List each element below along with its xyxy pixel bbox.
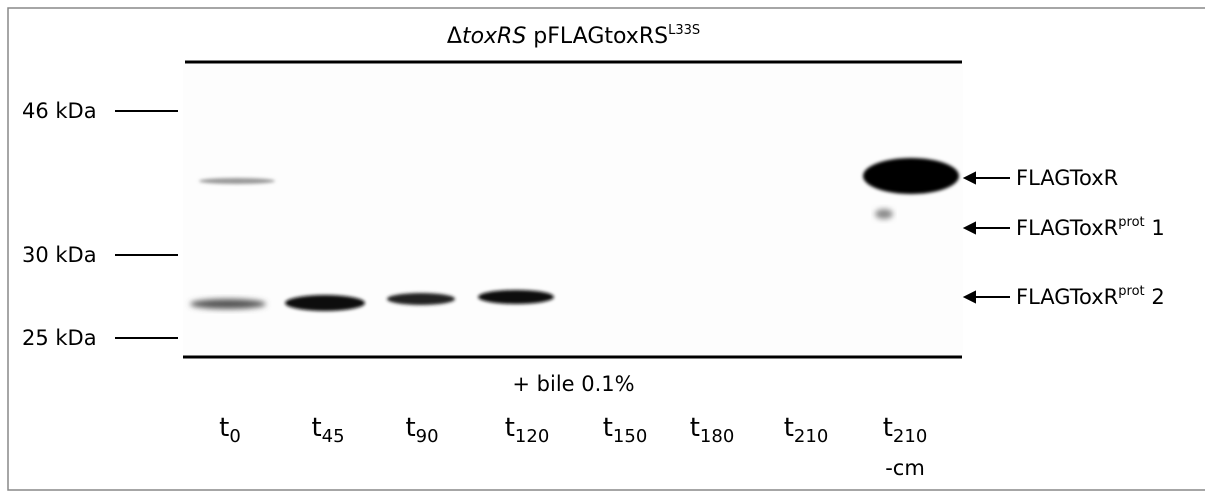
- band-label-suffix: 1: [1151, 216, 1164, 240]
- band-label: FLAGToxR: [1016, 168, 1118, 189]
- title-sup: L33S: [668, 23, 700, 38]
- lane-sub: 45: [322, 426, 345, 447]
- lane-sub: 180: [700, 426, 734, 447]
- title-prefix: Δ: [447, 24, 462, 49]
- band-label: FLAGToxRprot 1: [1016, 218, 1165, 239]
- lane-label: t0: [190, 415, 270, 441]
- band-label-sup: prot: [1118, 215, 1144, 230]
- lane-base: t: [311, 413, 321, 443]
- lane-label: t150: [585, 415, 665, 441]
- title-main: pFLAGtoxRS: [533, 24, 668, 49]
- lane-sub: 210: [893, 426, 927, 447]
- band-label: FLAGToxRprot 2: [1016, 287, 1165, 308]
- band-label-text: FLAGToxR: [1016, 285, 1118, 309]
- lane-line2: -cm: [865, 458, 945, 479]
- page: ΔtoxRS pFLAGtoxRSL33S 46 kDa 30 kDa 25 k…: [0, 0, 1205, 497]
- lane-label: t210: [766, 415, 846, 441]
- lane-base: t: [883, 413, 893, 443]
- band-label-text: FLAGToxR: [1016, 166, 1118, 190]
- lane-base: t: [505, 413, 515, 443]
- lane-base: t: [603, 413, 613, 443]
- marker-label: 30 kDa: [22, 245, 97, 266]
- marker-lines: [115, 111, 178, 338]
- lane-base: t: [690, 413, 700, 443]
- arrows: [965, 173, 1010, 302]
- lane-sub: 90: [416, 426, 439, 447]
- lane-label: t180: [672, 415, 752, 441]
- lane-label: t90: [382, 415, 462, 441]
- band-label-sup: prot: [1118, 284, 1144, 299]
- lane-sub: 120: [515, 426, 549, 447]
- band-label-text: FLAGToxR: [1016, 216, 1118, 240]
- lane-sub: 210: [794, 426, 828, 447]
- blot: [183, 64, 963, 356]
- marker-label: 46 kDa: [22, 101, 97, 122]
- lane-sub: 150: [613, 426, 647, 447]
- lane-base: t: [219, 413, 229, 443]
- lane-label: t120: [487, 415, 567, 441]
- lane-base: t: [784, 413, 794, 443]
- title: ΔtoxRS pFLAGtoxRSL33S: [0, 26, 1147, 48]
- marker-label: 25 kDa: [22, 328, 97, 349]
- lane-sub: 0: [229, 426, 240, 447]
- lane-base: t: [405, 413, 415, 443]
- lane-label: t45: [288, 415, 368, 441]
- condition: + bile 0.1%: [0, 374, 1147, 395]
- lane-label: t210: [865, 415, 945, 441]
- title-italic: toxRS: [462, 24, 526, 49]
- band-label-suffix: 2: [1151, 285, 1164, 309]
